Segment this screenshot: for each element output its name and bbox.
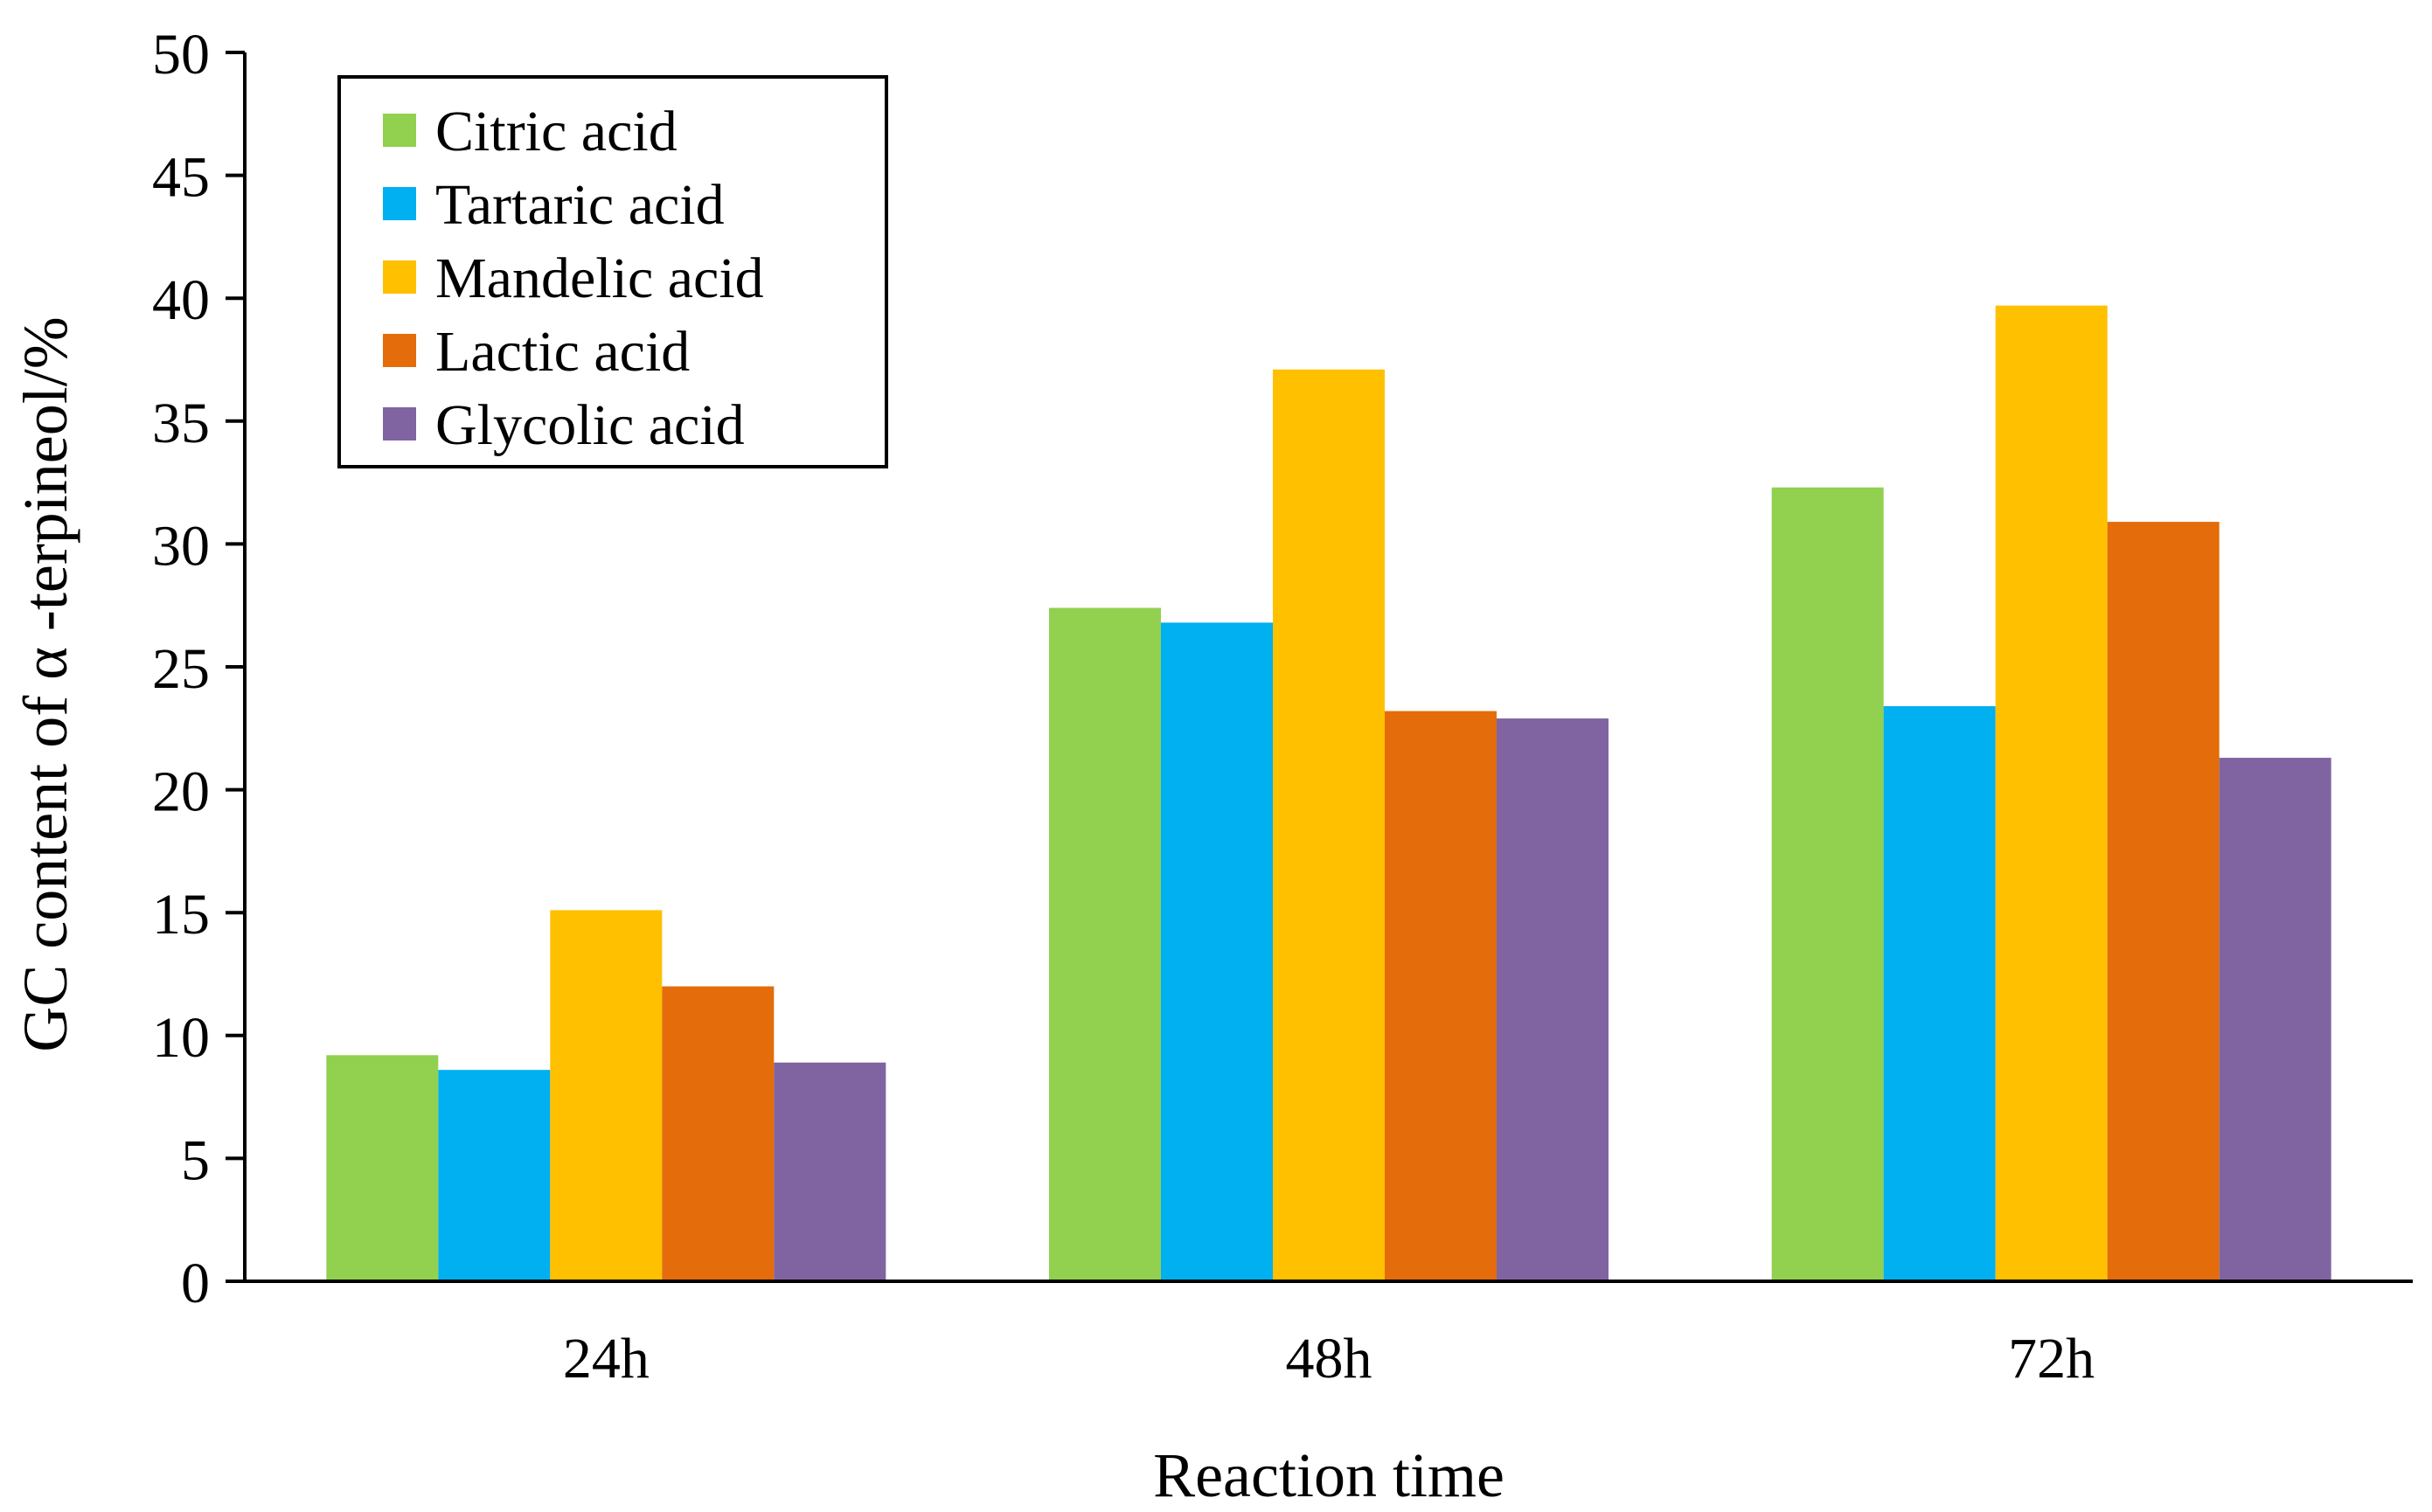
bar-group (326, 305, 2331, 1281)
bar-tartaric-acid-48h (1161, 622, 1273, 1281)
bar-citric-acid-24h (326, 1055, 439, 1281)
y-tick-label: 40 (152, 268, 210, 332)
x-tick-label: 72h (2008, 1327, 2095, 1391)
bar-citric-acid-48h (1049, 607, 1161, 1281)
y-tick-label: 35 (152, 392, 210, 455)
legend-swatch (383, 187, 416, 220)
bar-glycolic-acid-48h (1497, 718, 1609, 1281)
y-tick-label: 50 (152, 23, 210, 87)
legend-label: Lactic acid (435, 320, 690, 384)
bar-lactic-acid-72h (2107, 522, 2220, 1281)
y-tick-label: 25 (152, 637, 210, 701)
y-tick-label: 15 (152, 883, 210, 947)
legend-label: Tartaric acid (435, 173, 725, 237)
legend-swatch (383, 334, 416, 367)
x-tick-label: 24h (563, 1327, 650, 1391)
bar-citric-acid-72h (1771, 487, 1884, 1281)
legend-swatch (383, 114, 416, 147)
legend-label: Citric acid (435, 100, 677, 163)
y-axis-title: GC content of α -terpineol/% (10, 316, 80, 1052)
bar-tartaric-acid-72h (1883, 705, 1996, 1281)
axes: 0 5 10 15 20 25 30 35 40 45 50 24h 48h 72h (152, 23, 2413, 1391)
legend-label: Glycolic acid (435, 393, 745, 457)
x-tick-label: 48h (1286, 1327, 1372, 1391)
bar-mandelic-acid-48h (1273, 369, 1385, 1281)
bar-glycolic-acid-72h (2219, 758, 2331, 1281)
legend-box (337, 75, 888, 468)
y-tick-label: 45 (152, 146, 210, 210)
x-axis-ticks: 24h 48h 72h (563, 1327, 2095, 1391)
y-tick-label: 20 (152, 760, 210, 824)
legend-swatch (383, 260, 416, 294)
y-tick-label: 5 (181, 1128, 210, 1192)
bar-lactic-acid-24h (662, 986, 775, 1281)
legend-swatch (383, 407, 416, 440)
bar-mandelic-acid-72h (1995, 305, 2108, 1281)
bar-mandelic-acid-24h (550, 910, 663, 1281)
y-tick-label: 10 (152, 1006, 210, 1070)
legend: Citric acid Tartaric acid Mandelic acid Lac… (337, 75, 888, 468)
bar-lactic-acid-48h (1385, 711, 1497, 1281)
legend-label: Mandelic acid (435, 246, 764, 310)
bar-tartaric-acid-24h (438, 1070, 551, 1281)
y-tick-label: 0 (181, 1252, 210, 1315)
y-axis-ticks: 0 5 10 15 20 25 30 35 40 45 50 (152, 23, 245, 1315)
bar-glycolic-acid-24h (774, 1062, 886, 1281)
x-axis-title: Reaction time (1153, 1440, 1504, 1510)
y-tick-label: 30 (152, 514, 210, 578)
